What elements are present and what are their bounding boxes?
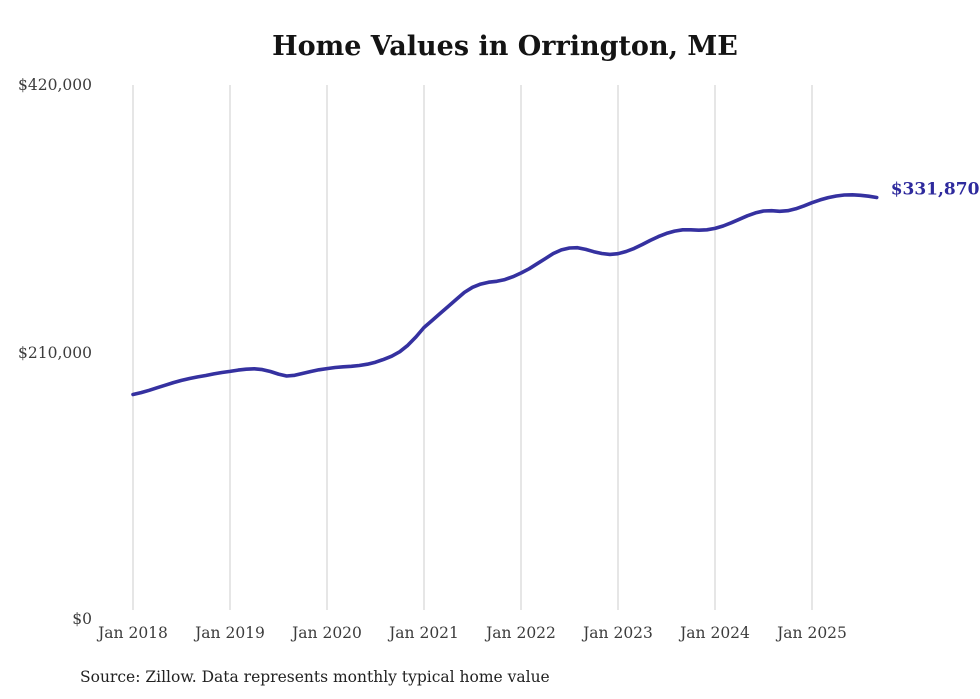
x-tick-label-jan-2023: Jan 2023 — [581, 624, 653, 642]
x-tick-label-jan-2021: Jan 2021 — [387, 624, 459, 642]
latest-value-label: $331,870 — [891, 180, 980, 200]
gridlines — [132, 85, 813, 610]
x-tick-label-jan-2025: Jan 2025 — [775, 624, 847, 642]
y-tick-label-210000: $210,000 — [18, 344, 92, 362]
chart-title: Home Values in Orrington, ME — [272, 31, 738, 62]
x-tick-label-jan-2022: Jan 2022 — [484, 624, 556, 642]
x-tick-label-jan-2024: Jan 2024 — [678, 624, 750, 642]
x-tick-label-jan-2020: Jan 2020 — [290, 624, 362, 642]
y-tick-label-0: $0 — [72, 610, 92, 628]
source-note: Source: Zillow. Data represents monthly … — [80, 668, 550, 686]
home-value-line — [131, 193, 879, 397]
x-tick-label-jan-2018: Jan 2018 — [96, 624, 168, 642]
y-tick-label-420000: $420,000 — [18, 76, 92, 94]
x-tick-label-jan-2019: Jan 2019 — [193, 624, 265, 642]
